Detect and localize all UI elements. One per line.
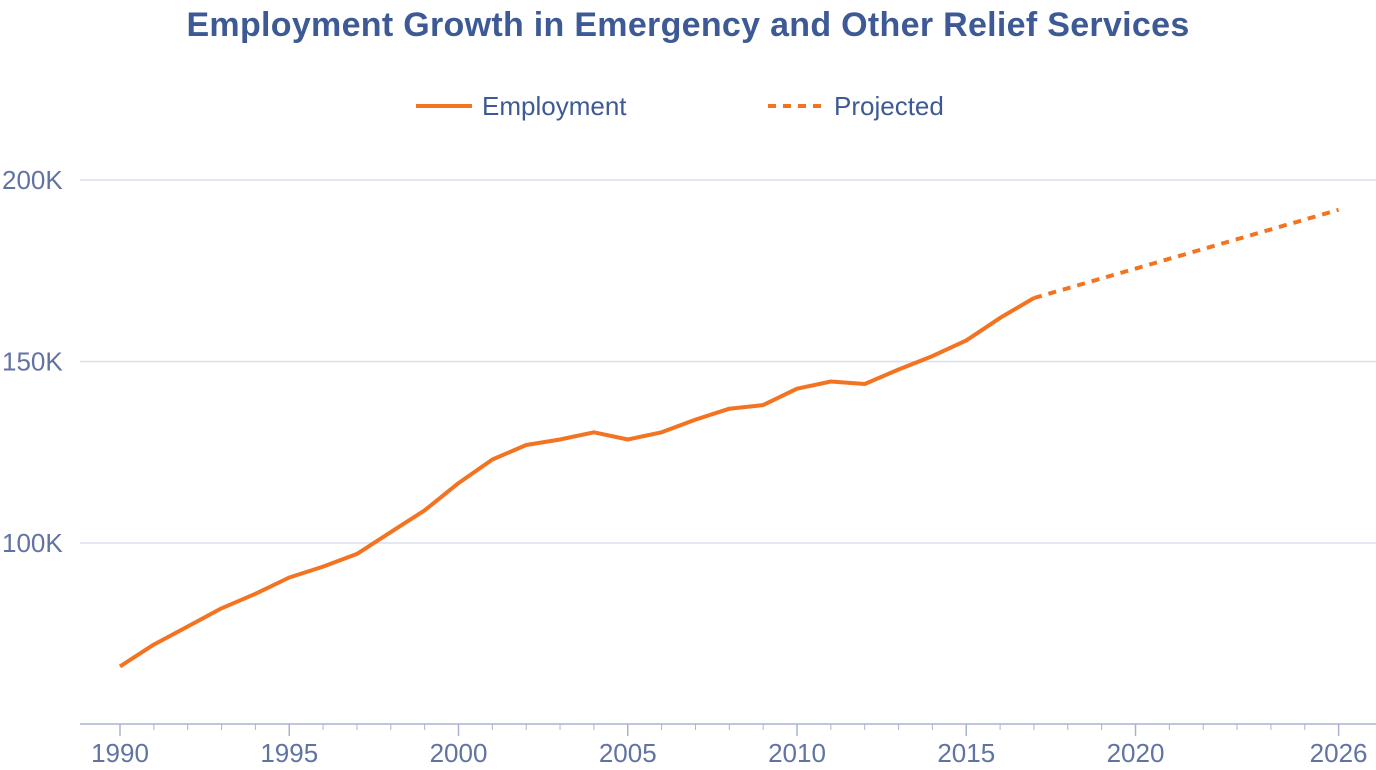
x-tick-label: 1995 — [260, 738, 318, 768]
y-tick-label: 150K — [2, 347, 63, 377]
legend-label-projected: Projected — [834, 90, 944, 121]
legend-label-employment: Employment — [482, 90, 627, 121]
y-tick-label: 200K — [2, 165, 63, 195]
legend-item-projected: Projected — [768, 86, 944, 126]
x-tick-label: 2000 — [430, 738, 488, 768]
x-tick-label: 2005 — [599, 738, 657, 768]
x-tick-label: 2026 — [1310, 738, 1368, 768]
series-line-employment — [118, 296, 1036, 669]
legend-swatch-solid — [416, 104, 472, 108]
x-tick-label: 1990 — [91, 738, 149, 768]
x-tick-label: 2020 — [1107, 738, 1165, 768]
series-line-projected — [1033, 207, 1340, 300]
legend-swatch-dashed — [768, 104, 824, 108]
x-tick-label: 2010 — [768, 738, 826, 768]
chart-title: Employment Growth in Emergency and Other… — [186, 6, 1190, 44]
y-tick-label: 100K — [2, 528, 63, 558]
x-tick-label: 2015 — [937, 738, 995, 768]
legend: Employment Projected — [0, 86, 1376, 126]
legend-item-employment: Employment — [416, 86, 627, 126]
